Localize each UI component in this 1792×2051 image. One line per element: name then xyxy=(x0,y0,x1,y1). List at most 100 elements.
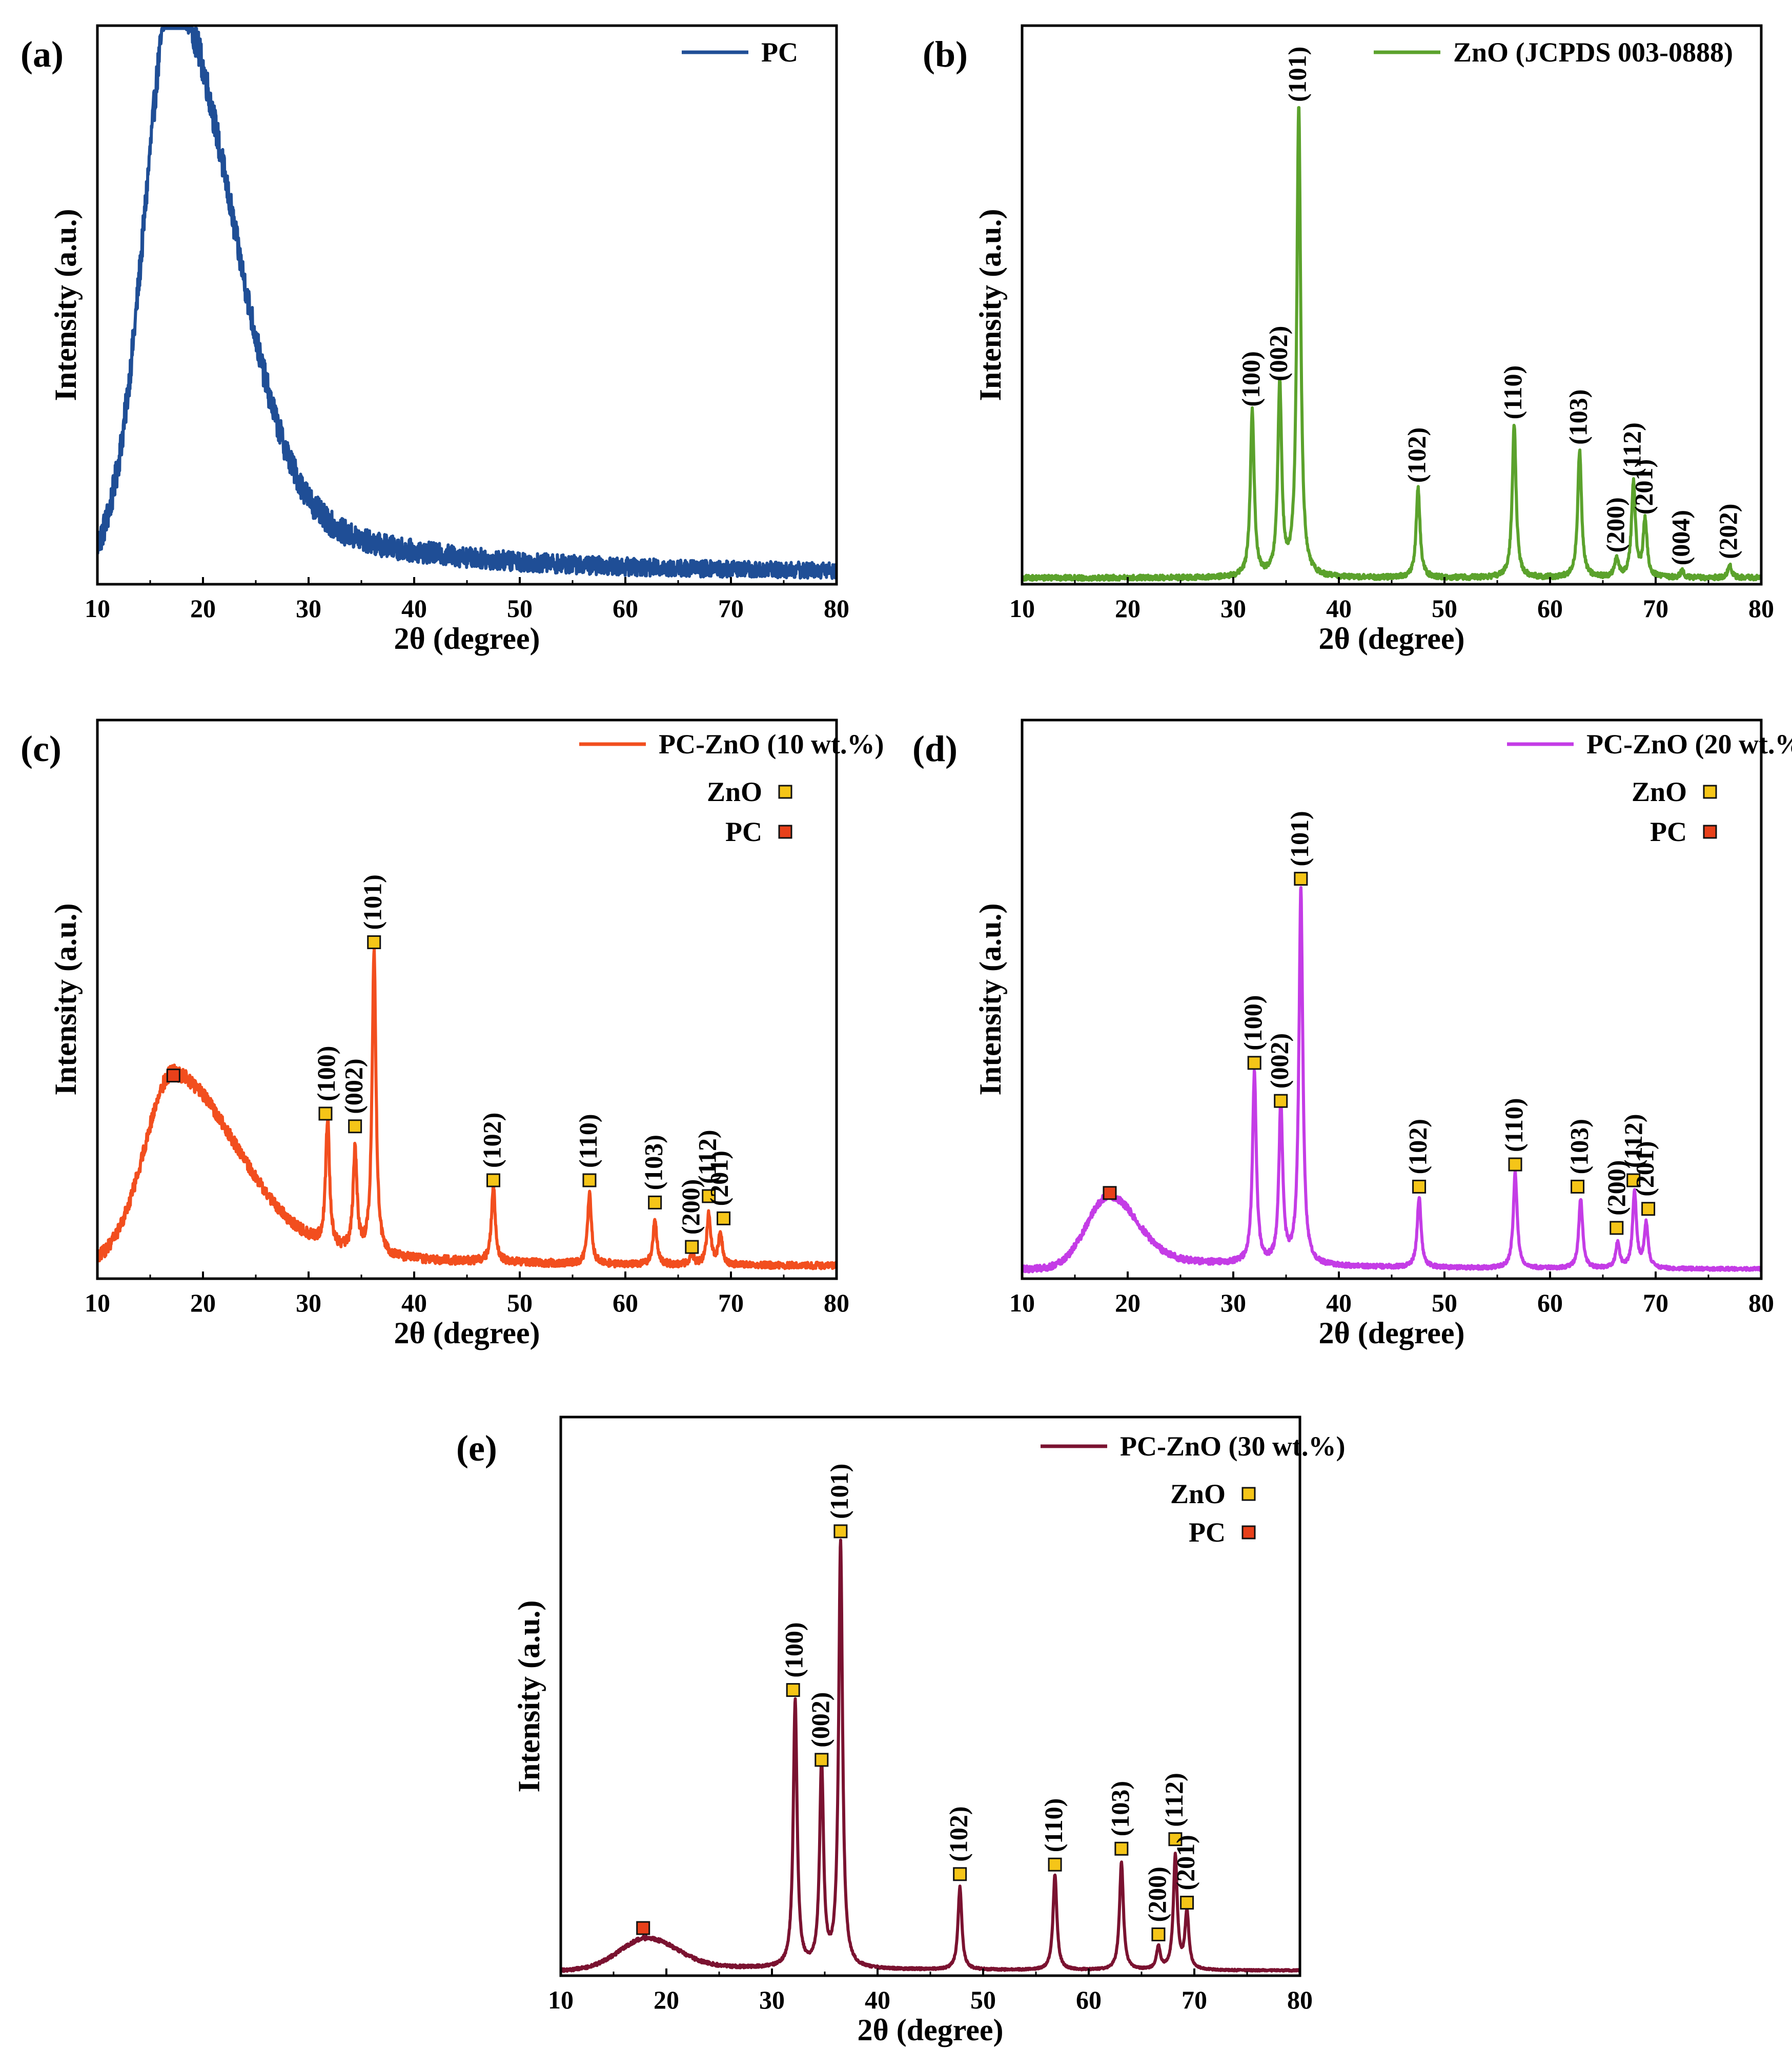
zno-marker xyxy=(1274,1094,1288,1108)
x-tick-label: 20 xyxy=(190,594,216,623)
x-tick-label: 80 xyxy=(824,1288,849,1317)
peak-label: (101) xyxy=(825,1464,853,1519)
x-tick-label: 50 xyxy=(1432,594,1457,623)
peak-label: (202) xyxy=(1714,504,1742,559)
zno-marker xyxy=(685,1240,699,1254)
peak-label: (201) xyxy=(1630,1141,1659,1196)
x-tick-label: 70 xyxy=(718,594,744,623)
peak-label: (002) xyxy=(339,1058,368,1114)
marker-legend-label-pc: PC xyxy=(1189,1517,1226,1548)
x-tick-label: 60 xyxy=(1537,1288,1563,1317)
pc-marker xyxy=(166,1069,180,1083)
x-tick-label: 20 xyxy=(1115,594,1141,623)
pc-marker xyxy=(1103,1186,1117,1200)
y-axis-title: Intensity (a.u.) xyxy=(49,209,83,401)
peak-label: (103) xyxy=(1565,1119,1594,1174)
peak-label: (002) xyxy=(806,1692,834,1748)
marker-legend-label-pc: PC xyxy=(725,816,762,847)
x-tick-label: 20 xyxy=(1115,1288,1141,1317)
y-axis-title: Intensity (a.u.) xyxy=(973,903,1007,1095)
x-tick-label: 70 xyxy=(1643,1288,1668,1317)
x-tick-label: 50 xyxy=(507,594,533,623)
marker-legend-label-zno: ZnO xyxy=(1632,776,1687,807)
marker-legend-swatch-pc xyxy=(778,825,792,839)
legend-label: PC-ZnO (20 wt.%) xyxy=(1586,729,1792,760)
zno-marker xyxy=(1508,1157,1522,1172)
panel-c: (c) 10 20 30 40 50 60 70 80 2θ (degree) Intensity … xyxy=(21,719,884,1350)
zno-marker xyxy=(786,1683,800,1697)
peak-label: (102) xyxy=(1402,427,1431,483)
x-tick-label: 80 xyxy=(824,594,849,623)
zno-marker xyxy=(1168,1832,1183,1847)
peak-label: (101) xyxy=(358,874,387,930)
zno-marker xyxy=(702,1189,716,1203)
x-tick-label: 10 xyxy=(1009,594,1035,623)
peak-label: (103) xyxy=(639,1135,668,1190)
peak-label: (002) xyxy=(1265,1033,1294,1089)
peak-label: (100) xyxy=(1238,995,1267,1051)
x-tick-label: 20 xyxy=(654,1985,679,2014)
peak-label: (004) xyxy=(1666,510,1695,565)
legend-label: ZnO (JCPDS 003-0888) xyxy=(1453,37,1733,68)
marker-legend-swatch-pc xyxy=(1241,1525,1256,1540)
x-tick-label: 60 xyxy=(1076,1985,1102,2014)
peak-label: (200) xyxy=(1143,1867,1171,1922)
x-tick-label: 80 xyxy=(1287,1985,1313,2014)
zno-marker xyxy=(1571,1179,1585,1194)
peak-label: (102) xyxy=(1403,1119,1432,1174)
peak-label: (200) xyxy=(1601,497,1630,552)
peak-label: (201) xyxy=(1171,1835,1200,1890)
x-axis-title: 2θ (degree) xyxy=(857,2013,1003,2047)
zno-marker xyxy=(1412,1179,1427,1194)
pc-marker xyxy=(636,1921,650,1935)
panel-label: (e) xyxy=(456,1428,497,1469)
y-axis-title: Intensity (a.u.) xyxy=(973,209,1007,401)
xrd-curve xyxy=(97,947,837,1270)
panel-label: (a) xyxy=(21,34,64,75)
peak-label: (112) xyxy=(1619,1114,1647,1168)
marker-legend-label-pc: PC xyxy=(1650,816,1687,847)
x-tick-label: 50 xyxy=(507,1288,533,1317)
marker-legend-swatch-pc xyxy=(1703,825,1717,839)
x-tick-label: 80 xyxy=(1748,594,1774,623)
peak-label: (112) xyxy=(1159,1773,1188,1827)
zno-marker xyxy=(582,1173,597,1187)
x-tick-label: 10 xyxy=(548,1985,574,2014)
marker-legend-swatch-zno xyxy=(1241,1487,1256,1501)
x-tick-label: 10 xyxy=(85,1288,110,1317)
legend-label: PC-ZnO (30 wt.%) xyxy=(1120,1431,1345,1462)
peak-label: (110) xyxy=(1498,365,1527,420)
marker-legend-label-zno: ZnO xyxy=(1170,1479,1226,1509)
x-tick-label: 60 xyxy=(613,1288,638,1317)
legend-label: PC xyxy=(761,37,798,68)
x-tick-label: 60 xyxy=(613,594,638,623)
x-tick-label: 30 xyxy=(1220,594,1246,623)
peak-label: (103) xyxy=(1106,1781,1134,1836)
zno-marker xyxy=(367,935,381,950)
zno-marker xyxy=(318,1106,333,1121)
peak-label: (100) xyxy=(779,1622,808,1677)
peak-label: (002) xyxy=(1264,326,1293,381)
x-axis-title: 2θ (degree) xyxy=(394,622,540,655)
x-tick-label: 80 xyxy=(1748,1288,1774,1317)
x-tick-label: 70 xyxy=(1182,1985,1207,2014)
x-tick-label: 50 xyxy=(970,1985,996,2014)
panel-label: (c) xyxy=(21,728,62,769)
x-axis-title: 2θ (degree) xyxy=(1318,1316,1464,1350)
x-tick-label: 30 xyxy=(759,1985,785,2014)
marker-legend-swatch-zno xyxy=(1703,785,1717,799)
zno-marker xyxy=(1151,1927,1166,1941)
peak-label: (103) xyxy=(1564,389,1593,445)
zno-marker xyxy=(1180,1896,1194,1910)
peak-label: (200) xyxy=(676,1179,705,1235)
zno-marker xyxy=(1048,1857,1062,1872)
x-axis-title: 2θ (degree) xyxy=(1318,622,1464,655)
x-tick-label: 60 xyxy=(1537,594,1563,623)
x-tick-label: 70 xyxy=(1643,594,1668,623)
peak-label: (110) xyxy=(574,1114,602,1168)
x-tick-label: 40 xyxy=(401,1288,427,1317)
zno-marker xyxy=(1641,1202,1656,1216)
xrd-curve xyxy=(561,1539,1300,1973)
x-axis-title: 2θ (degree) xyxy=(394,1316,540,1350)
peak-label: (102) xyxy=(478,1113,506,1168)
